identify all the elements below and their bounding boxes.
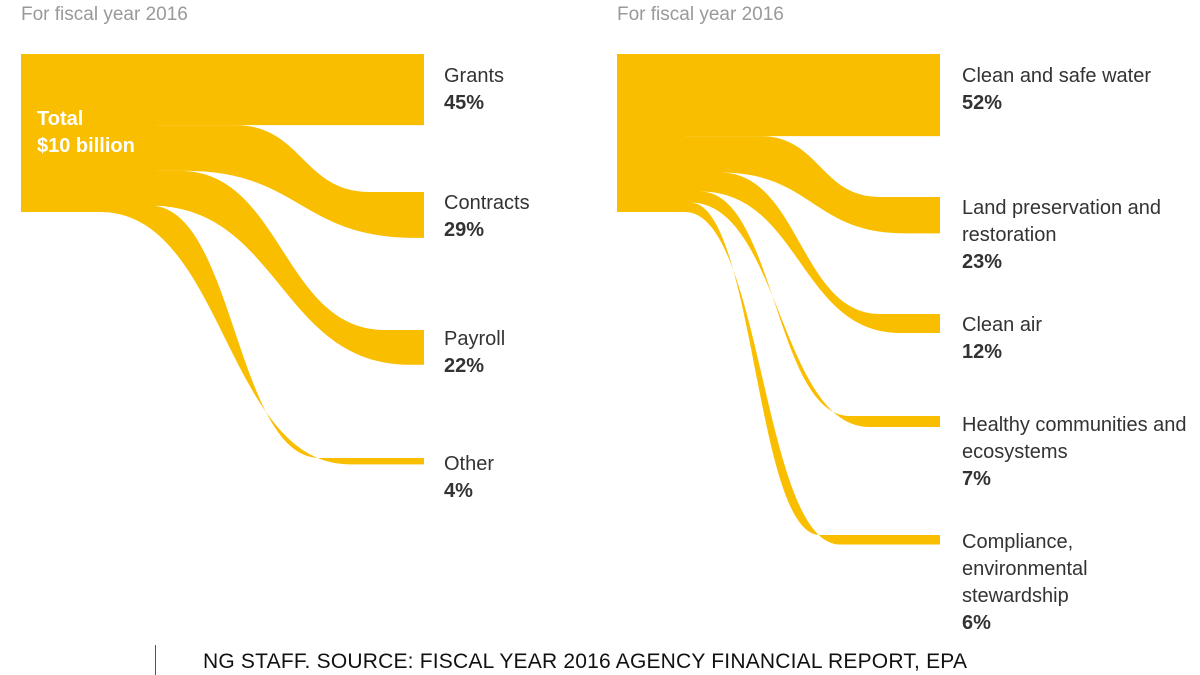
flow-compliance-environmental-stewardship: [617, 202, 940, 545]
flow-payroll: [21, 170, 424, 365]
flow-label-land: Land preservation and restoration 23%: [962, 197, 1162, 273]
right-subtitle: For fiscal year 2016: [617, 4, 784, 25]
flow-clean-air: [617, 172, 940, 333]
left-subtitle: For fiscal year 2016: [21, 4, 188, 25]
flow-label-grants: Grants 45%: [444, 65, 505, 114]
footer-divider: [155, 645, 156, 675]
total-line2: $10 billion: [37, 135, 135, 157]
flow-label-air: Clean air 12%: [962, 314, 1043, 363]
flow-grants: [21, 54, 424, 126]
total-line1: Total: [37, 108, 84, 130]
source-credit: NG STAFF. SOURCE: FISCAL YEAR 2016 AGENC…: [203, 650, 968, 673]
flow-label-compliance: Compliance, environmental stewardship 6%: [962, 531, 1088, 634]
flow-contracts: [21, 125, 424, 238]
flow-clean-and-safe-water: [617, 54, 940, 137]
flow-label-water: Clean and safe water 52%: [962, 65, 1152, 114]
flow-land-preservation-and-restoration: [617, 136, 940, 234]
flow-label-healthy: Healthy communities and ecosystems 7%: [962, 414, 1187, 490]
total-label: Total $10 billion: [37, 106, 135, 160]
flow-label-contracts: Contracts 29%: [444, 192, 530, 241]
flow-label-other: Other 4%: [444, 453, 495, 502]
flow-label-payroll: Payroll 22%: [444, 328, 506, 377]
